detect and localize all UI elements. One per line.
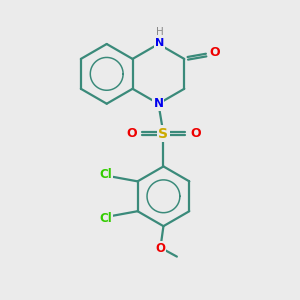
Text: H: H: [156, 27, 164, 37]
Text: Cl: Cl: [99, 212, 112, 225]
Text: N: N: [155, 38, 164, 48]
Text: O: O: [155, 242, 166, 255]
Text: O: O: [210, 46, 220, 59]
Text: Cl: Cl: [99, 168, 112, 181]
Text: N: N: [153, 97, 164, 110]
Text: O: O: [190, 127, 201, 140]
Text: S: S: [158, 127, 168, 141]
Text: O: O: [126, 127, 137, 140]
